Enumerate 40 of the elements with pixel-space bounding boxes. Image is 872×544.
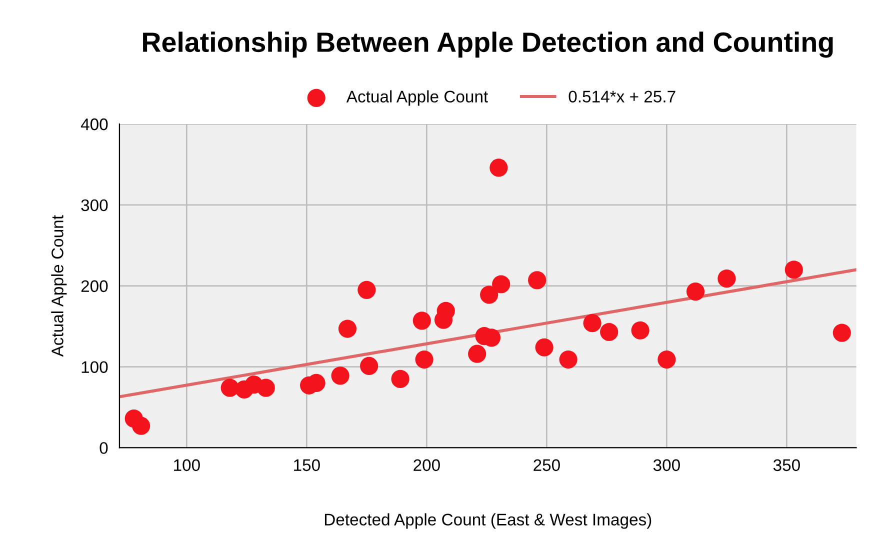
point xyxy=(480,286,498,304)
point xyxy=(583,314,602,332)
y-axis-title: Actual Apple Count xyxy=(51,215,67,357)
point xyxy=(331,366,350,385)
x-tick-label: 350 xyxy=(773,459,800,472)
y-tick-label: 400 xyxy=(80,118,108,130)
point xyxy=(360,356,378,376)
point xyxy=(492,275,510,294)
point xyxy=(490,158,508,177)
point xyxy=(631,321,650,340)
point xyxy=(132,416,150,435)
point xyxy=(256,378,275,397)
point xyxy=(832,324,851,342)
x-tick-label: 200 xyxy=(414,459,440,472)
point xyxy=(415,350,434,369)
point xyxy=(358,280,376,299)
y-tick-label: 0 xyxy=(100,442,108,454)
point xyxy=(412,312,431,330)
point xyxy=(718,270,736,288)
point xyxy=(784,260,803,279)
point xyxy=(559,350,578,369)
chart-title: Relationship Between Apple Detection and Counting xyxy=(143,32,833,58)
y-tick-label: 200 xyxy=(81,280,108,292)
point xyxy=(686,282,705,301)
point xyxy=(600,322,618,342)
x-tick-label: 100 xyxy=(174,459,200,472)
y-tick-label: 300 xyxy=(81,199,108,212)
legend-label: 0.514*x + 25.7 xyxy=(568,90,676,102)
point xyxy=(528,271,546,290)
legend-label: Actual Apple Count xyxy=(346,90,488,106)
point xyxy=(468,344,486,363)
x-tick-label: 300 xyxy=(653,459,680,472)
point xyxy=(391,370,410,388)
x-axis-title: Detected Apple Count (East & West Images) xyxy=(324,513,652,529)
point xyxy=(658,350,676,369)
y-tick-label: 100 xyxy=(82,361,108,373)
point xyxy=(338,320,357,338)
x-tick-label: 250 xyxy=(534,459,560,472)
point xyxy=(535,338,554,356)
x-tick-label: 150 xyxy=(294,459,320,472)
